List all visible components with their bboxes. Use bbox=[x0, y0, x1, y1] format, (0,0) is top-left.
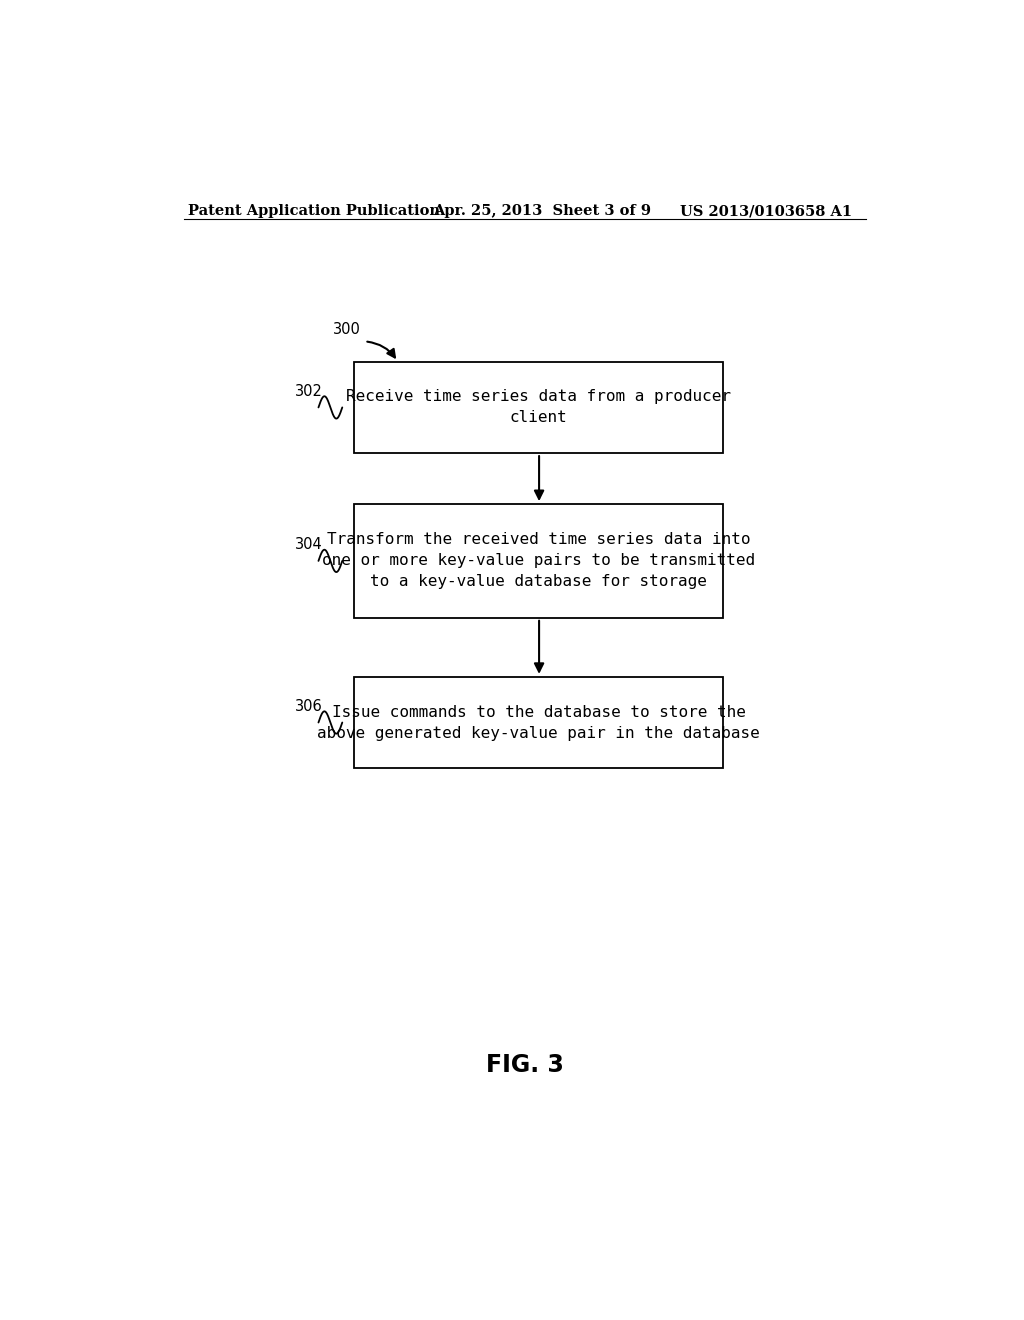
Text: Receive time series data from a producer
client: Receive time series data from a producer… bbox=[346, 389, 731, 425]
Bar bbox=[354, 362, 723, 453]
Bar bbox=[354, 504, 723, 618]
Text: Issue commands to the database to store the
above generated key-value pair in th: Issue commands to the database to store … bbox=[317, 705, 760, 741]
Text: Patent Application Publication: Patent Application Publication bbox=[187, 205, 439, 218]
Text: 300: 300 bbox=[333, 322, 360, 337]
Text: US 2013/0103658 A1: US 2013/0103658 A1 bbox=[680, 205, 852, 218]
Text: Transform the received time series data into
one or more key-value pairs to be t: Transform the received time series data … bbox=[323, 532, 756, 590]
Text: Apr. 25, 2013  Sheet 3 of 9: Apr. 25, 2013 Sheet 3 of 9 bbox=[433, 205, 651, 218]
Text: 304: 304 bbox=[295, 537, 323, 552]
Text: 302: 302 bbox=[295, 384, 323, 399]
Bar bbox=[354, 677, 723, 768]
Text: 306: 306 bbox=[295, 698, 323, 714]
Text: FIG. 3: FIG. 3 bbox=[485, 1053, 564, 1077]
